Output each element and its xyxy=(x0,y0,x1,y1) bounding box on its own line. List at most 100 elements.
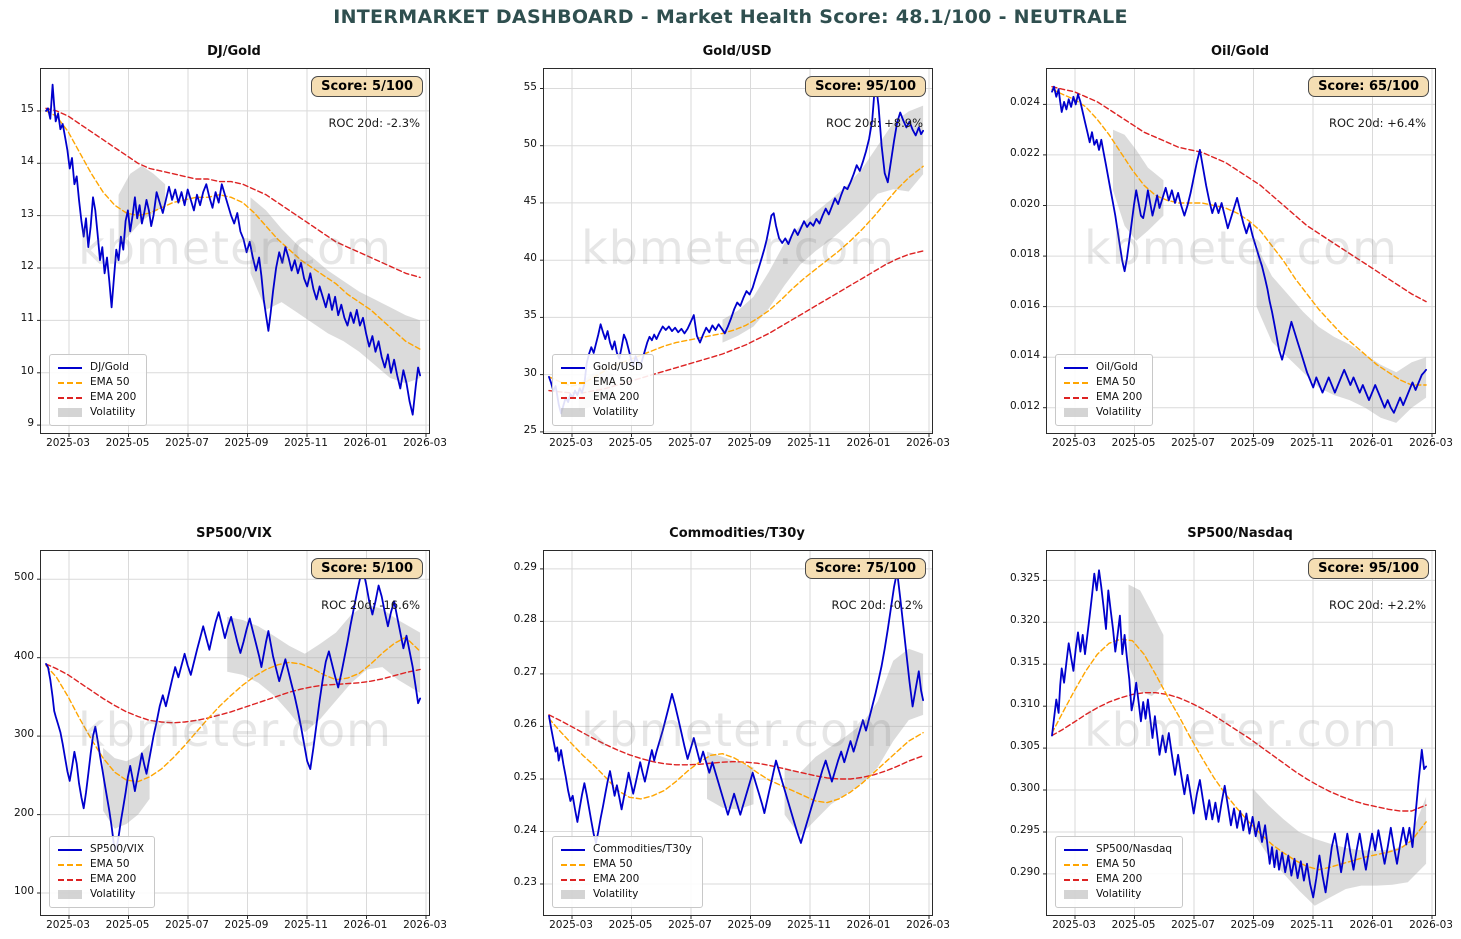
legend-label: EMA 200 xyxy=(593,873,640,885)
x-tick-label: 2025-09 xyxy=(224,919,269,931)
x-tick-label: 2026-03 xyxy=(1409,919,1453,931)
y-tick-label: 0.25 xyxy=(513,771,537,783)
ema200-line-swatch xyxy=(58,396,82,399)
x-tick-label: 2025-03 xyxy=(1052,919,1096,931)
legend-item-ema200: EMA 200 xyxy=(561,390,643,405)
plot-area: kbmeter.com Score: 5/100 ROC 20d: -16.6%… xyxy=(37,550,430,919)
legend-item-main: Commodities/T30y xyxy=(561,842,692,857)
y-tick-label: 11 xyxy=(20,312,34,325)
legend-item-main: Oil/Gold xyxy=(1064,360,1142,375)
volatility-swatch xyxy=(58,890,82,899)
x-tick-label: 2026-03 xyxy=(403,437,447,449)
y-tick-label: 13 xyxy=(20,207,34,220)
legend-item-ema50: EMA 50 xyxy=(1064,375,1142,390)
legend-label: EMA 50 xyxy=(1096,376,1136,388)
main-line-swatch xyxy=(1064,366,1088,369)
chart-title: Oil/Gold xyxy=(1210,44,1270,59)
x-tick-label: 2025-03 xyxy=(1052,437,1096,449)
legend-label: EMA 50 xyxy=(593,376,633,388)
plot-area: kbmeter.com Score: 95/100 ROC 20d: +2.2%… xyxy=(1043,550,1436,919)
x-tick-label: 2025-05 xyxy=(1111,919,1156,931)
legend-item-ema50: EMA 50 xyxy=(58,857,144,872)
plot-area: kbmeter.com Score: 95/100 ROC 20d: +8.9%… xyxy=(540,68,933,437)
x-tick-label: 2026-01 xyxy=(1349,919,1394,931)
legend: DJ/Gold EMA 50 EMA 200 Volatility xyxy=(49,354,148,426)
legend-item-ema50: EMA 50 xyxy=(561,857,692,872)
x-tick-label: 2025-03 xyxy=(549,437,593,449)
chart-title: DJ/Gold xyxy=(207,44,261,59)
legend-label: EMA 50 xyxy=(90,858,130,870)
x-tick-label: 2025-09 xyxy=(224,437,269,449)
y-tick-label: 12 xyxy=(20,260,34,272)
roc-label: ROC 20d: -16.6% xyxy=(321,598,420,612)
x-tick-label: 2025-11 xyxy=(787,437,831,449)
subplot-commodities-t30y: Commodities/T30y kbmeter.com Score: 75/1… xyxy=(514,526,950,931)
legend-label: Volatility xyxy=(1096,406,1142,418)
legend-label: EMA 200 xyxy=(1096,873,1143,885)
x-tick-label: 2025-05 xyxy=(1111,437,1156,449)
legend-label: Volatility xyxy=(593,888,639,900)
legend-item-volatility: Volatility xyxy=(1064,887,1172,902)
x-tick-label: 2025-05 xyxy=(608,437,653,449)
legend-label: Volatility xyxy=(593,406,639,418)
subplot-oil-gold: Oil/Gold kbmeter.com Score: 65/100 ROC 2… xyxy=(1010,44,1453,449)
y-tick-label: 200 xyxy=(13,806,34,819)
score-badge: Score: 5/100 xyxy=(311,76,423,97)
legend-label: DJ/Gold xyxy=(90,361,129,373)
x-tick-label: 2025-09 xyxy=(727,919,772,931)
legend-label: EMA 50 xyxy=(1096,858,1136,870)
ema50-line-swatch xyxy=(58,863,82,866)
legend-item-ema200: EMA 200 xyxy=(1064,872,1172,887)
x-tick-label: 2025-05 xyxy=(105,919,150,931)
legend-item-volatility: Volatility xyxy=(58,887,144,902)
x-tick-label: 2025-11 xyxy=(1290,919,1334,931)
y-tick-label: 100 xyxy=(13,885,34,897)
x-tick-label: 2025-11 xyxy=(284,437,328,449)
main-line-swatch xyxy=(1064,848,1088,851)
y-tick-label: 0.024 xyxy=(1009,96,1040,109)
x-tick-label: 2026-03 xyxy=(1409,437,1453,449)
x-tick-label: 2025-07 xyxy=(1171,437,1215,449)
ema200-line-swatch xyxy=(58,878,82,881)
x-tick-label: 2026-01 xyxy=(1349,437,1394,449)
score-badge: Score: 95/100 xyxy=(805,76,926,97)
roc-label: ROC 20d: -2.3% xyxy=(328,116,420,130)
score-badge: Score: 65/100 xyxy=(1308,76,1429,97)
y-tick-label: 0.28 xyxy=(513,613,537,626)
legend-label: EMA 200 xyxy=(90,873,137,885)
x-tick-label: 2026-03 xyxy=(403,919,447,931)
roc-label: ROC 20d: -0.2% xyxy=(831,598,923,612)
y-tick-label: 300 xyxy=(13,728,34,741)
y-tick-label: 0.022 xyxy=(1009,146,1040,159)
y-tick-label: 10 xyxy=(20,364,34,377)
volatility-swatch xyxy=(561,408,585,417)
legend: Gold/USD EMA 50 EMA 200 Volatility xyxy=(552,354,655,426)
volatility-swatch xyxy=(1064,408,1088,417)
legend-item-main: Gold/USD xyxy=(561,360,643,375)
x-tick-label: 2025-11 xyxy=(284,919,328,931)
legend-item-volatility: Volatility xyxy=(58,405,136,420)
x-tick-label: 2025-11 xyxy=(1290,437,1334,449)
ema50-line-swatch xyxy=(561,381,585,384)
legend: SP500/VIX EMA 50 EMA 200 Volatility xyxy=(49,836,156,908)
legend-item-ema200: EMA 200 xyxy=(58,390,136,405)
chart-title: Gold/USD xyxy=(702,44,772,59)
y-tick-label: 0.26 xyxy=(513,718,537,731)
score-badge: Score: 95/100 xyxy=(1308,558,1429,579)
main-line-swatch xyxy=(561,366,585,369)
x-tick-label: 2025-05 xyxy=(608,919,653,931)
y-tick-label: 0.310 xyxy=(1009,698,1040,711)
y-tick-label: 25 xyxy=(523,423,537,436)
legend-item-ema200: EMA 200 xyxy=(1064,390,1142,405)
legend-item-ema200: EMA 200 xyxy=(58,872,144,887)
x-tick-label: 2025-09 xyxy=(1230,919,1275,931)
y-tick-label: 9 xyxy=(27,417,34,430)
x-tick-label: 2025-09 xyxy=(1230,437,1275,449)
main-line-swatch xyxy=(58,848,82,851)
legend-item-main: SP500/Nasdaq xyxy=(1064,842,1172,857)
y-tick-label: 500 xyxy=(13,571,34,584)
subplot-sp500-vix: SP500/VIX kbmeter.com Score: 5/100 ROC 2… xyxy=(14,526,447,931)
page-title: INTERMARKET DASHBOARD - Market Health Sc… xyxy=(333,6,1128,28)
legend-label: EMA 200 xyxy=(593,391,640,403)
